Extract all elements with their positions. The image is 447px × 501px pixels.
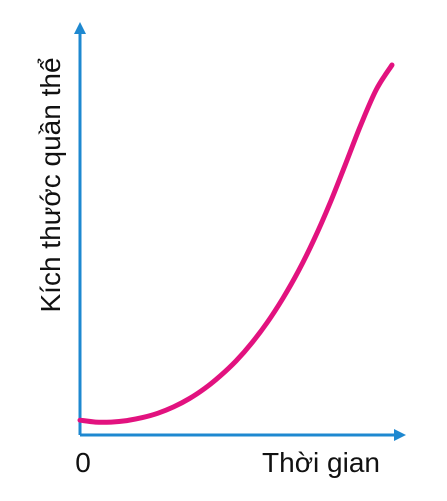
x-axis-label: Thời gian xyxy=(262,447,380,478)
population-curve xyxy=(77,62,395,425)
y-axis-label: Kích thước quần thể xyxy=(35,57,66,312)
origin-label: 0 xyxy=(75,447,91,478)
